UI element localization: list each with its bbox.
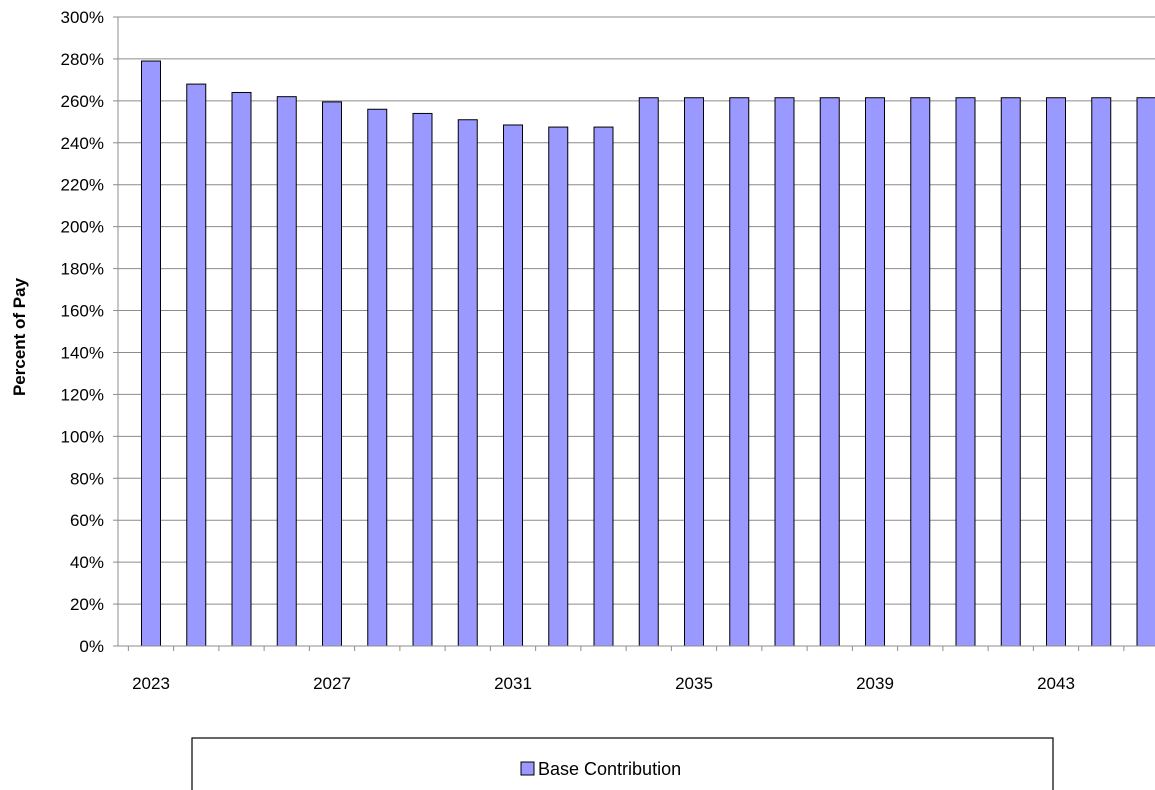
bar-2029 bbox=[412, 112, 433, 647]
y-tick-label: 60% bbox=[70, 511, 104, 530]
legend-box bbox=[191, 737, 1054, 790]
bar-2040 bbox=[910, 97, 931, 647]
bar-2041 bbox=[955, 97, 976, 647]
y-tick-labels: 0% 20% 40% 60% 80% 100% 120% 140% 160% 180% 200% 22… bbox=[61, 8, 104, 656]
bar-2037 bbox=[774, 97, 795, 647]
y-tick-label: 160% bbox=[61, 302, 104, 321]
bar-2045 bbox=[1136, 97, 1155, 647]
bar-2025 bbox=[231, 91, 252, 647]
bar-2035 bbox=[684, 97, 704, 647]
y-tick-label: 80% bbox=[70, 469, 104, 488]
bar-2026 bbox=[276, 96, 297, 647]
x-tick-label: 2023 bbox=[132, 674, 170, 693]
bar-2038 bbox=[819, 97, 840, 647]
y-tick-label: 180% bbox=[61, 260, 104, 279]
y-tick-label: 20% bbox=[70, 595, 104, 614]
bar-2032 bbox=[548, 126, 569, 647]
y-tick-label: 140% bbox=[61, 343, 104, 362]
y-tick-label: 260% bbox=[61, 92, 104, 111]
axes bbox=[113, 16, 1155, 651]
y-tick-label: 120% bbox=[61, 385, 104, 404]
legend: Base Contribution bbox=[191, 737, 1054, 790]
y-tick-label: 240% bbox=[61, 134, 104, 153]
bar-2024 bbox=[186, 83, 207, 647]
y-tick-label: 200% bbox=[61, 218, 104, 237]
bar-2039 bbox=[865, 97, 885, 647]
x-tick-label: 2039 bbox=[856, 674, 894, 693]
y-tick-label: 100% bbox=[61, 427, 104, 446]
x-tick-label: 2031 bbox=[494, 674, 532, 693]
legend-label: Base Contribution bbox=[538, 759, 681, 779]
y-tick-label: 0% bbox=[79, 637, 104, 656]
x-tick-labels: 2023 2027 2031 2035 2039 2043 bbox=[132, 674, 1075, 693]
gridlines bbox=[118, 16, 1155, 605]
bar-2031 bbox=[503, 124, 523, 647]
bar-2043 bbox=[1046, 97, 1066, 647]
bar-2036 bbox=[729, 97, 750, 647]
y-axis-label: Percent of Pay bbox=[10, 277, 29, 396]
y-tick-label: 40% bbox=[70, 553, 104, 572]
bar-2033 bbox=[593, 126, 614, 647]
x-tick-label: 2043 bbox=[1037, 674, 1075, 693]
bar-2030 bbox=[457, 119, 478, 647]
x-tick-label: 2027 bbox=[313, 674, 351, 693]
bar-2023 bbox=[141, 60, 161, 647]
bar-2044 bbox=[1091, 97, 1112, 647]
bar-2034 bbox=[638, 97, 659, 647]
legend-swatch bbox=[520, 761, 535, 776]
bar-2027 bbox=[322, 101, 342, 647]
y-tick-label: 300% bbox=[61, 8, 104, 27]
y-tick-label: 280% bbox=[61, 50, 104, 69]
y-tick-label: 220% bbox=[61, 176, 104, 195]
bar-2042 bbox=[1000, 97, 1021, 647]
x-tick-label: 2035 bbox=[675, 674, 713, 693]
bar-2028 bbox=[367, 108, 388, 647]
bars bbox=[141, 60, 1155, 647]
